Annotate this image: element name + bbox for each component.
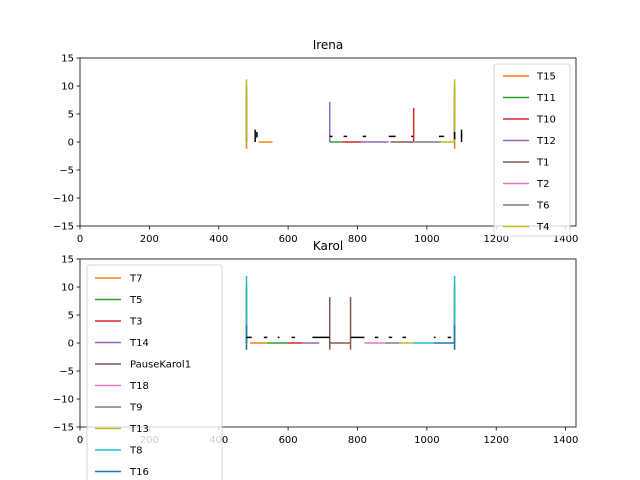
black-markers	[255, 130, 461, 142]
x-tick-label: 0	[77, 234, 83, 245]
x-tick-label: 1000	[414, 435, 439, 446]
legend-label: T13	[129, 424, 149, 435]
x-tick-label: 800	[348, 234, 367, 245]
y-tick-label: −5	[59, 367, 74, 378]
legend-frame	[494, 64, 570, 236]
plot-area	[246, 276, 454, 350]
x-tick-label: 600	[279, 435, 298, 446]
legend-frame	[87, 265, 222, 480]
legend-label: T5	[129, 295, 142, 306]
series-pausekarol1	[330, 297, 351, 350]
series-t11	[246, 113, 454, 142]
legend-label: T14	[129, 338, 149, 349]
x-tick-label: 200	[140, 234, 159, 245]
y-tick-label: 10	[61, 283, 74, 294]
y-tick-label: 0	[68, 138, 74, 149]
subplot-karol: Karol0200400600800100012001400−15−10−505…	[53, 239, 578, 480]
x-tick-label: 800	[348, 435, 367, 446]
y-tick-label: 5	[68, 110, 74, 121]
legend-label: T3	[129, 317, 142, 328]
x-tick-label: 1400	[553, 435, 578, 446]
chart-title: Karol	[313, 239, 343, 253]
series-t10	[246, 97, 454, 142]
series-t6	[246, 85, 454, 142]
x-tick-label: 1200	[483, 435, 508, 446]
legend-label: T18	[129, 381, 149, 392]
legend-label: T6	[536, 201, 549, 212]
series-t4	[246, 79, 454, 142]
x-tick-label: 1000	[414, 234, 439, 245]
y-tick-label: −5	[59, 166, 74, 177]
series-t2	[246, 87, 454, 142]
legend: T7 T5 T3 T14 PauseKarol1 T18 T9 T13 T8 T16	[87, 265, 222, 480]
x-tick-label: 600	[279, 234, 298, 245]
x-tick-label: 400	[209, 234, 228, 245]
y-tick-label: 15	[61, 54, 74, 65]
legend-label: PauseKarol1	[130, 360, 191, 371]
y-tick-label: 15	[61, 255, 74, 266]
plot-area	[246, 79, 461, 148]
legend: T15 T11 T10 T12 T1 T2 T6 T4	[494, 64, 570, 236]
legend-label: T16	[129, 467, 149, 478]
legend-label: T9	[129, 403, 142, 414]
legend-label: T2	[536, 179, 549, 190]
legend-label: T1	[536, 158, 549, 169]
legend-label: T8	[129, 446, 142, 457]
y-tick-label: −15	[53, 423, 74, 434]
legend-label: T12	[536, 136, 556, 147]
series-t15	[246, 118, 454, 148]
series-t12	[246, 94, 454, 142]
legend-label: T15	[536, 72, 556, 83]
y-tick-label: −10	[53, 194, 74, 205]
y-tick-label: 5	[68, 311, 74, 322]
y-tick-label: 0	[68, 339, 74, 350]
legend-label: T10	[536, 115, 556, 126]
y-tick-label: 10	[61, 82, 74, 93]
legend-label: T7	[129, 274, 142, 285]
legend-label: T4	[536, 222, 549, 233]
y-tick-label: −10	[53, 395, 74, 406]
x-tick-label: 0	[77, 435, 83, 446]
y-tick-label: −15	[53, 222, 74, 233]
chart-title: Irena	[313, 38, 344, 52]
legend-label: T11	[536, 93, 556, 104]
